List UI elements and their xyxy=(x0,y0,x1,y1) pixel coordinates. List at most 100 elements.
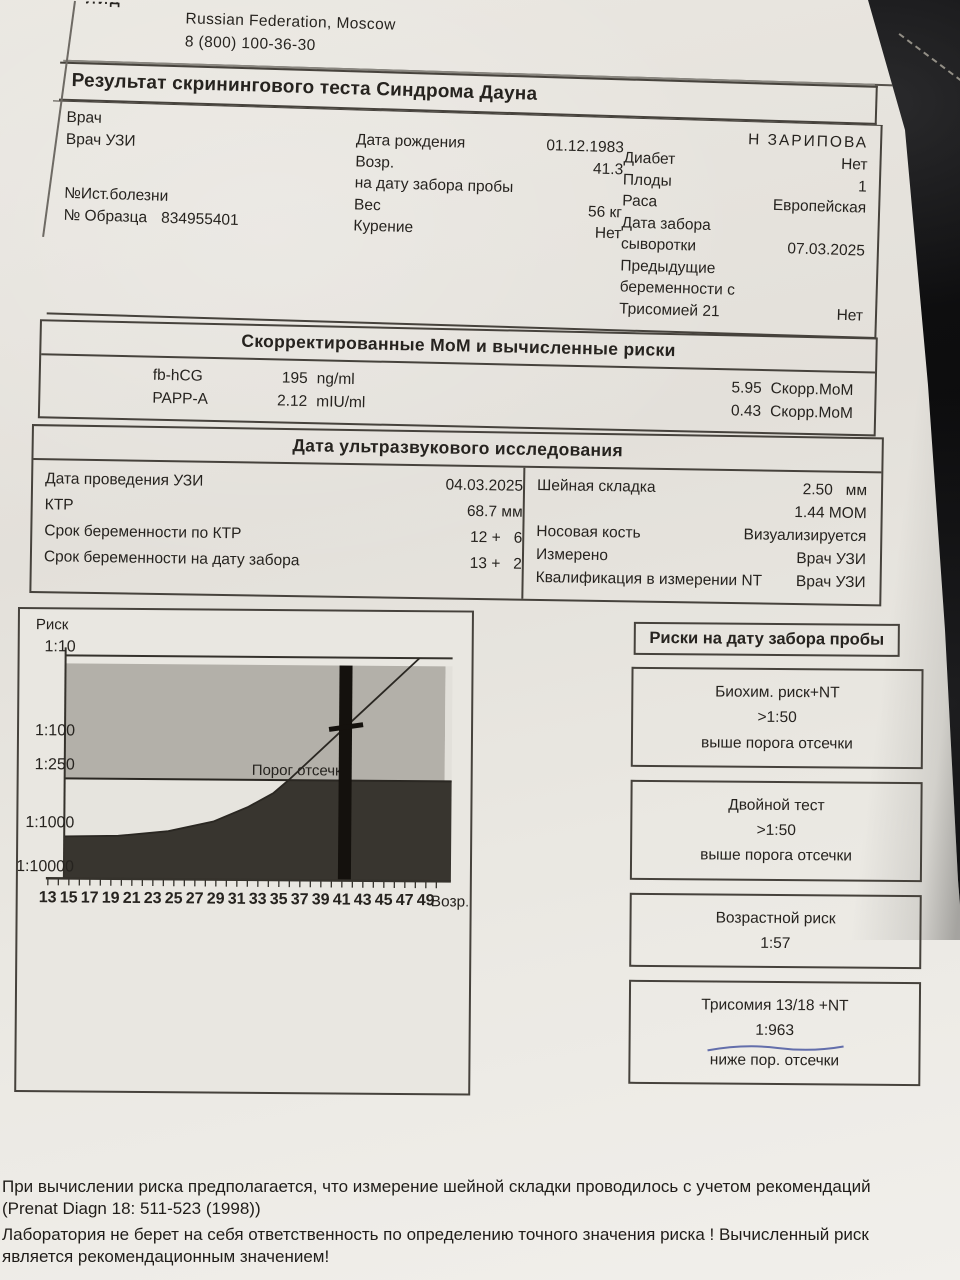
tick-label: 17 xyxy=(81,889,99,906)
analyte-value: 195 xyxy=(281,369,308,388)
disclaimer: При вычислении риска предполагается, что… xyxy=(2,1176,952,1269)
x-minor-ticks xyxy=(47,878,438,889)
ultrasound-field-value: Визуализируется xyxy=(743,526,867,546)
tick-label: 1:100 xyxy=(35,722,75,739)
leather-stitch xyxy=(898,33,960,125)
tick-label: 47 xyxy=(396,892,414,909)
tick-label: 49 xyxy=(417,892,435,909)
ultrasound-field-label: Шейная складка xyxy=(536,476,656,496)
corrected-mom-value: 0.43 xyxy=(730,401,762,420)
risk-chart-svg: Риск Порог отсечки xyxy=(16,616,470,910)
ultrasound-field-label: Срок беременности на дату забора xyxy=(43,548,300,570)
tick-label: 1:10000 xyxy=(18,858,75,875)
disclaimer-line: При вычислении риска предполагается, что… xyxy=(2,1176,871,1196)
pen-underline xyxy=(707,1044,844,1051)
tick-label: 21 xyxy=(123,890,141,907)
risk-result-line: >1:50 xyxy=(756,821,796,840)
analyte-value: 2.12 xyxy=(276,391,308,410)
patient-field-value: Нет xyxy=(840,155,868,174)
cut-off-text-fragment: ЛИД xyxy=(86,1,122,9)
tick-label: 31 xyxy=(228,891,246,908)
cutoff-label: Порог отсечки xyxy=(252,762,350,780)
tick-label: 45 xyxy=(375,892,393,909)
age-risk-curve xyxy=(64,657,421,838)
patient-risk-marker xyxy=(328,722,364,732)
y-tick-labels: 1:10 1:100 1:250 1:1000 1:10000 xyxy=(16,638,76,875)
patient-field-value: 07.03.2025 xyxy=(787,240,866,260)
patient-field: Дата забора сыворотки 07.03.2025 xyxy=(621,212,866,262)
risk-result-line: Биохим. риск+NT xyxy=(715,683,840,702)
risk-results-column: Риски на дату забора пробы Биохим. риск+… xyxy=(628,621,924,1099)
ultrasound-field: Шейная складка 2.50 мм 1.44 MOM xyxy=(537,474,868,525)
ultrasound-field: Квалификация в измерении NT Врач УЗИ xyxy=(535,566,866,594)
patient-field-label: Возр. xyxy=(355,152,395,172)
ultrasound-field-value: 12 + 6 xyxy=(469,528,523,547)
patient-field: Предыдущие беременности с Трисомией 21 Не… xyxy=(619,255,865,327)
patient-field-value: Европейская xyxy=(772,196,867,217)
risk-chart: Риск Порог отсечки xyxy=(14,606,474,1096)
risk-result-line: Двойной тест xyxy=(728,796,825,815)
y-axis-line xyxy=(62,647,67,879)
analyte-name: PAPP-A xyxy=(152,389,209,408)
risk-result-box: Возрастной риск 1:57 xyxy=(629,892,922,970)
chart-x-axis-title: Возр. xyxy=(431,893,470,910)
plot-top-border xyxy=(65,654,453,660)
region-below-age-risk-curve xyxy=(63,780,452,882)
risk-result-line: 1:963 xyxy=(755,1022,795,1040)
patient-field-label: Дата забора сыворотки xyxy=(620,213,716,255)
patient-field-label: Плоды xyxy=(622,170,672,190)
ultrasound-field-values: Врач УЗИ xyxy=(796,547,866,571)
tick-label: 27 xyxy=(186,890,204,907)
tick-label: 13 xyxy=(39,889,57,906)
ultrasound-field-value: 04.03.2025 xyxy=(445,476,524,495)
patient-field-value: Нет xyxy=(836,306,864,325)
mom-section: Скорректированные MoM и вычисленные риск… xyxy=(37,319,878,437)
tick-label: 43 xyxy=(354,892,372,909)
chart-y-axis-title: Риск xyxy=(36,616,69,633)
ultrasound-field-value: 68.7 мм xyxy=(466,502,523,521)
patient-field-label: Диабет xyxy=(623,149,676,168)
tick-label: 19 xyxy=(102,890,120,907)
analyte-unit: ng/ml xyxy=(316,370,355,389)
patient-field-label: Предыдущие беременности с Трисомией 21 xyxy=(618,256,740,320)
disclaimer-line: (Prenat Diagn 18: 511-523 (1998)) xyxy=(2,1199,261,1219)
patient-field-value: 41.3 xyxy=(592,159,624,178)
risk-result-line: выше порога отсечки xyxy=(700,846,853,865)
disclaimer-line: является рекомендационным значением! xyxy=(2,1247,330,1267)
tick-label: 41 xyxy=(333,891,351,908)
risk-result-line: ниже пор. отсечки xyxy=(709,1050,840,1069)
patient-field-label: Раса xyxy=(622,192,658,211)
ultrasound-field-label: Измерено xyxy=(535,545,609,565)
risk-result-line: выше порога отсечки xyxy=(700,733,853,753)
sample-number-value: 834955401 xyxy=(160,209,239,229)
tick-label: 1:10 xyxy=(44,638,75,655)
ultrasound-field-value: 13 + 2 xyxy=(469,554,522,573)
disclaimer-line: Лаборатория не берет на себя ответственн… xyxy=(2,1224,869,1244)
risk-result-line: >1:50 xyxy=(757,709,797,727)
tick-label: 35 xyxy=(270,891,288,908)
risk-result-box: Двойной тест >1:50 выше порога отсечки xyxy=(629,779,923,882)
patient-field-value: 1 xyxy=(857,177,868,196)
patient-field-value: 56 кг xyxy=(587,202,623,221)
tick-label: 15 xyxy=(60,889,78,906)
tick-label: 23 xyxy=(144,890,162,907)
ultrasound-field-label: Дата проведения УЗИ xyxy=(45,470,204,490)
tick-label: 33 xyxy=(249,891,267,908)
risk-result-line: Трисомия 13/18 +NT xyxy=(701,996,849,1015)
patient-info-section: Врач Врач УЗИ №Ист.болезни № Образца 834… xyxy=(46,100,883,339)
tick-label: 37 xyxy=(291,891,309,908)
ultrasound-field-label: КТР xyxy=(44,496,74,514)
sample-number-label: № Образца xyxy=(63,206,148,227)
cutoff-line xyxy=(64,777,452,783)
risk-results-header: Риски на дату забора пробы xyxy=(633,621,900,657)
ultrasound-section: Дата ультразвукового исследования Дата п… xyxy=(29,424,884,607)
tick-label: 1:250 xyxy=(35,756,75,773)
tick-label: 29 xyxy=(207,890,225,907)
x-tick-labels: 13 15 17 19 21 23 25 27 29 31 33 35 37 39 41 43 45 47 49 xyxy=(39,889,435,909)
ultrasound-field-value: Врач УЗИ xyxy=(795,573,866,592)
analyte-name: fb-hCG xyxy=(152,366,203,385)
risk-result-line: Возрастной риск xyxy=(715,908,836,927)
region-below-cutoff-above-curve xyxy=(64,778,289,837)
